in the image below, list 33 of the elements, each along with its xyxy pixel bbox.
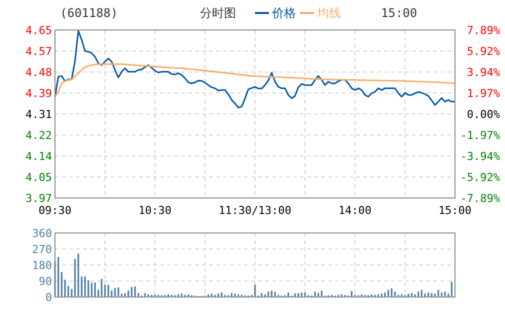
x-tick-label: 10:30 <box>138 204 172 217</box>
y-tick-label: 4.22 <box>26 129 52 142</box>
y-tick-label: 360 <box>32 227 52 240</box>
x-tick-label: 14:00 <box>338 204 372 217</box>
y-tick-label: 4.31 <box>26 108 52 121</box>
y2-tick-label: 0.00% <box>466 108 500 121</box>
y-tick-label: 4.39 <box>26 87 52 100</box>
y2-tick-label: -5.92% <box>460 171 500 184</box>
x-tick-label: 11:30/13:00 <box>218 204 292 217</box>
legend-label: 价格 <box>271 6 296 20</box>
y2-tick-label: 3.94% <box>466 66 500 80</box>
y2-tick-label: -7.89% <box>460 192 500 205</box>
y-tick-label: 3.97 <box>26 192 52 205</box>
chart-subtitle: 分时图 <box>200 6 236 20</box>
chart-title: (601188) <box>60 6 118 20</box>
y-tick-label: 0 <box>45 291 52 304</box>
y-tick-label: 4.14 <box>26 150 52 163</box>
y2-tick-label: -3.94% <box>460 150 500 163</box>
x-tick-label: 09:30 <box>38 204 72 217</box>
y-tick-label: 4.65 <box>26 24 52 37</box>
y2-tick-label: 1.97% <box>466 87 500 100</box>
y2-tick-label: 5.92% <box>466 44 500 58</box>
y2-tick-label: 7.89% <box>466 24 500 37</box>
y-tick-label: 4.05 <box>26 171 52 184</box>
y-tick-label: 4.57 <box>26 45 52 58</box>
y-tick-label: 180 <box>32 259 52 272</box>
y-tick-label: 90 <box>38 275 52 288</box>
text: 15:00 <box>381 6 418 20</box>
x-tick-label: 15:00 <box>438 204 472 217</box>
y2-tick-label: -1.97% <box>460 128 500 142</box>
legend-label: 均线 <box>316 6 341 20</box>
y-tick-label: 270 <box>32 243 52 256</box>
y-tick-label: 4.48 <box>26 66 52 79</box>
